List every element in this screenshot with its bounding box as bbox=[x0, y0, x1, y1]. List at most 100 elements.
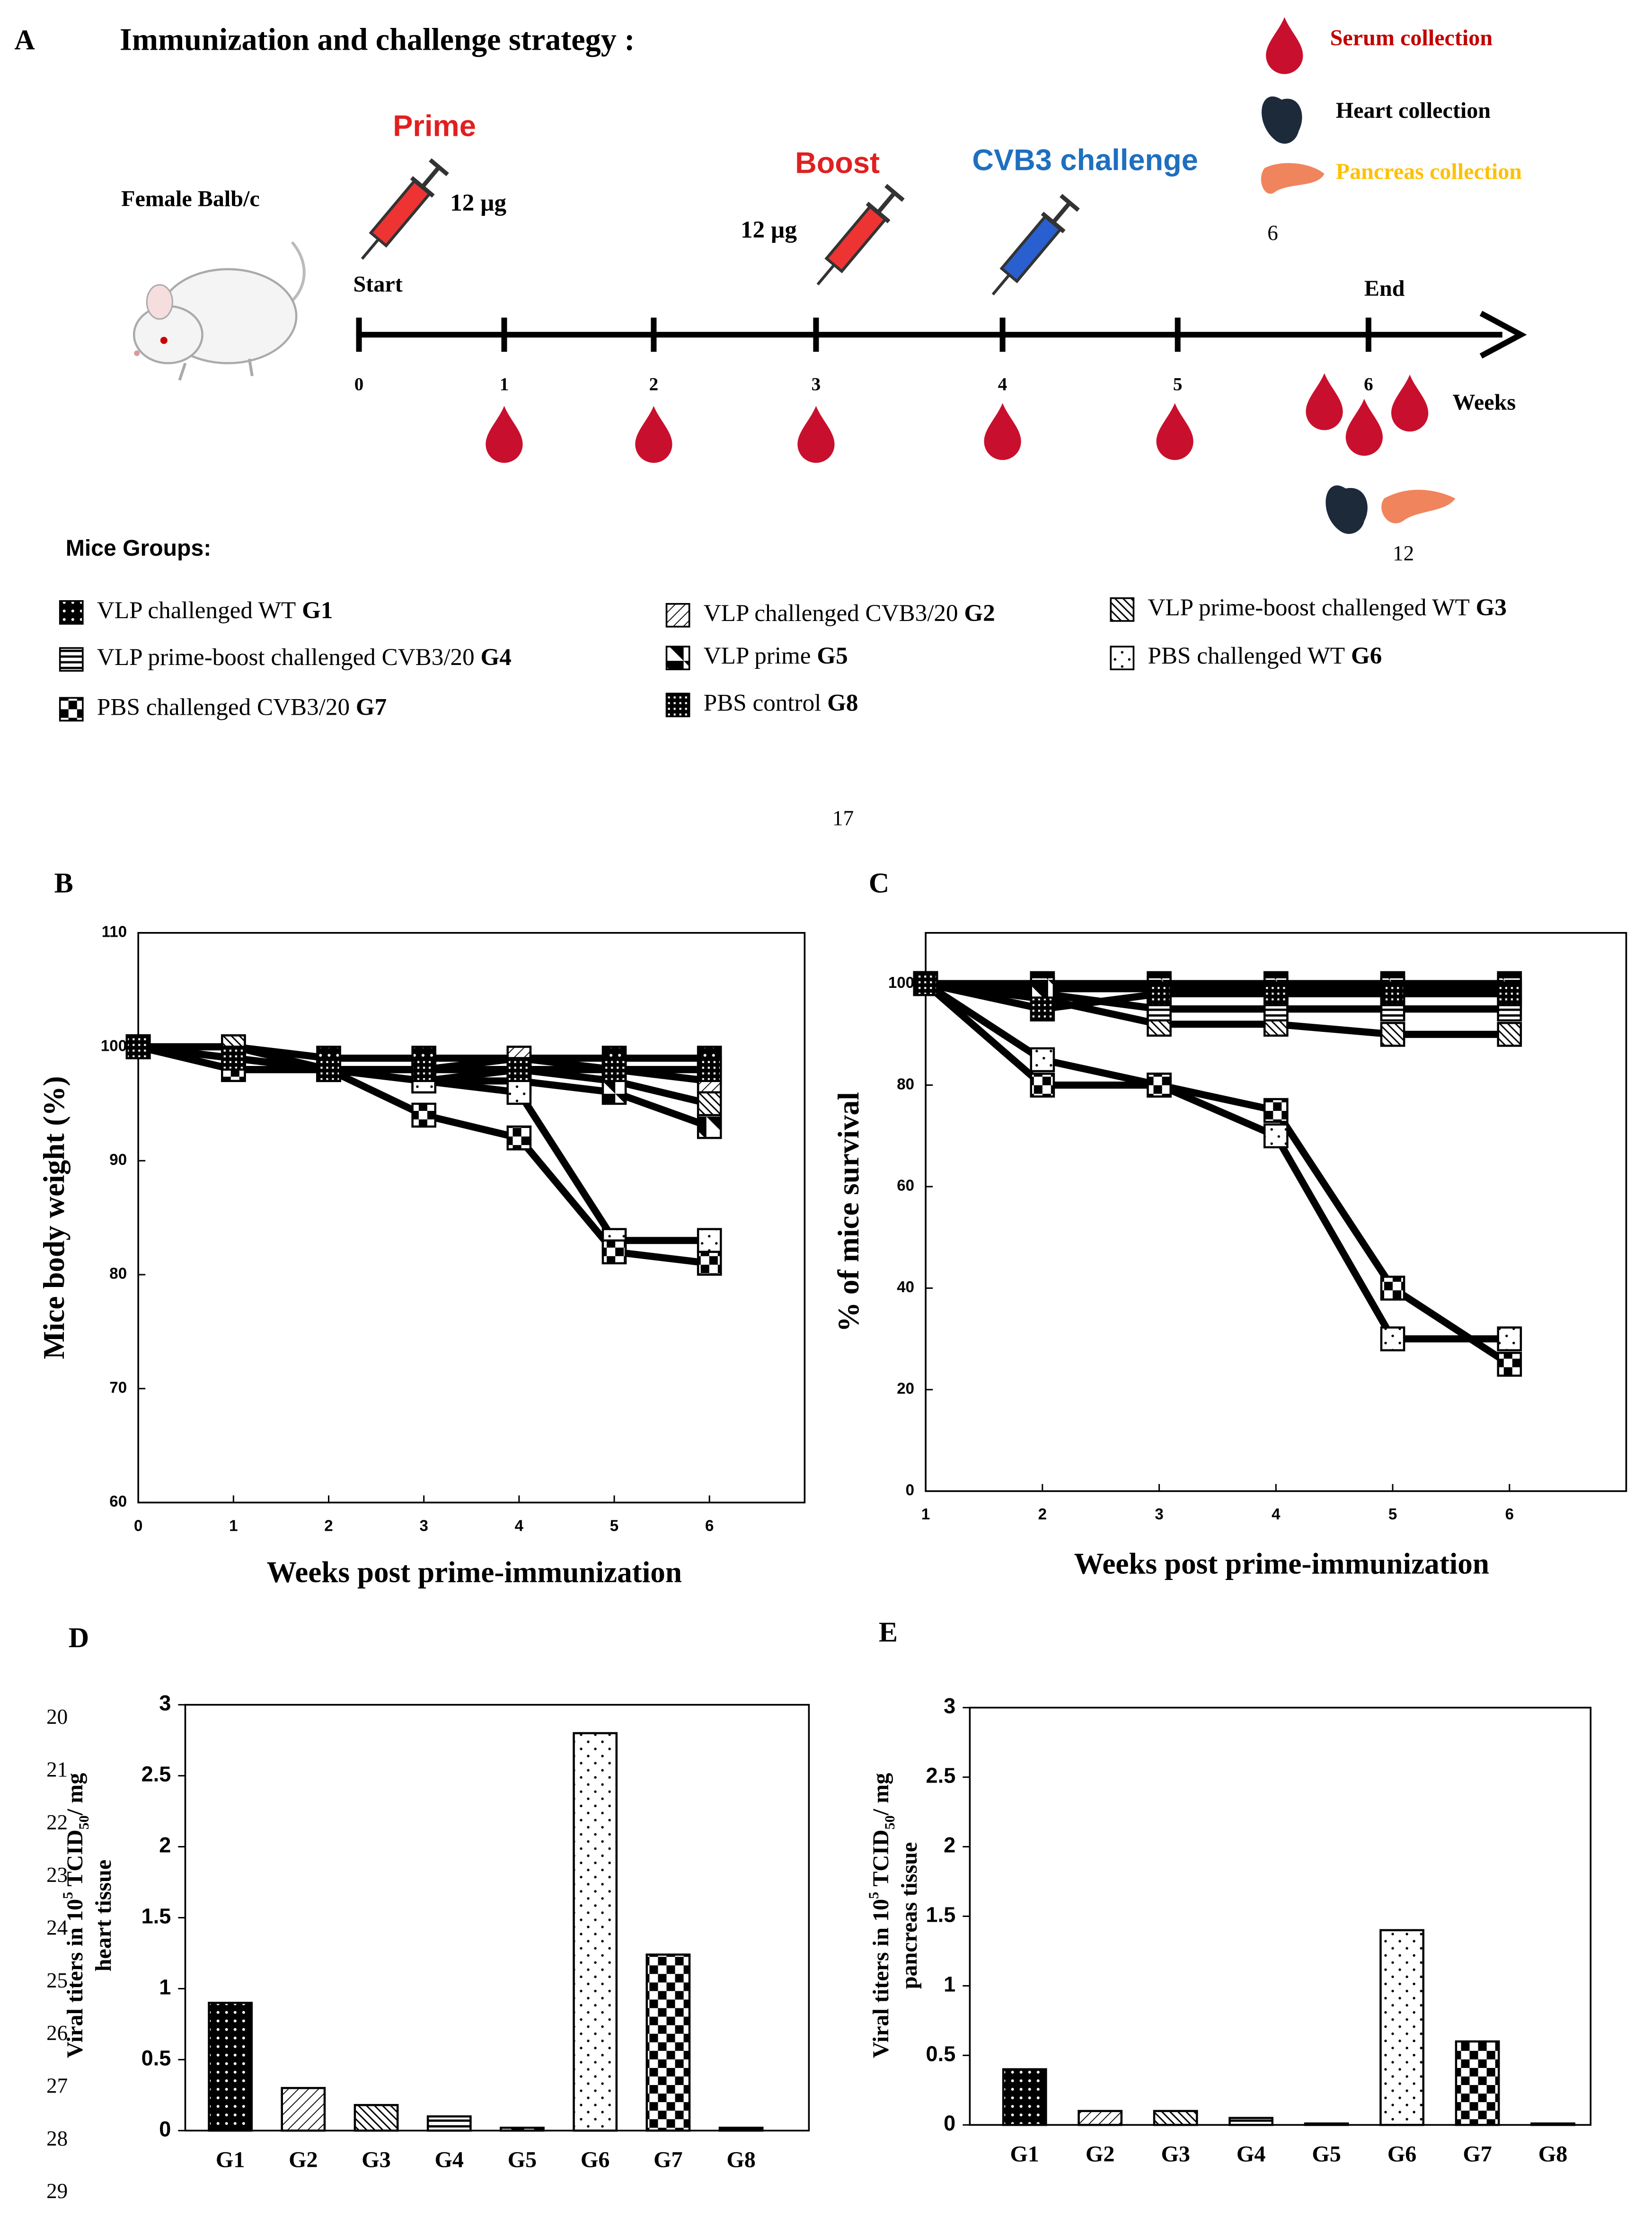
y-axis-title-part: / mg bbox=[62, 1773, 88, 1816]
x-tick-label: G2 bbox=[289, 2147, 318, 2173]
group-description: VLP challenged WT bbox=[97, 597, 296, 624]
syringe-icon bbox=[361, 158, 449, 260]
x-tick-label: G1 bbox=[1010, 2142, 1039, 2167]
point-marker bbox=[1380, 981, 1405, 1006]
x-tick-label: 6 bbox=[705, 1517, 714, 1535]
x-tick-label: 6 bbox=[1505, 1506, 1514, 1523]
line-number: 23 bbox=[46, 1863, 68, 1887]
key-label: Heart collection bbox=[1336, 98, 1491, 123]
x-tick-label: G1 bbox=[216, 2147, 245, 2173]
x-tick-label: 5 bbox=[610, 1517, 618, 1535]
x-tick-label: 4 bbox=[1272, 1506, 1281, 1523]
bar bbox=[645, 1953, 691, 2132]
blood-drop-icon bbox=[1306, 373, 1343, 430]
legend-swatch bbox=[59, 600, 84, 625]
y-axis-title-part: 5 bbox=[866, 1892, 882, 1899]
y-tick-label: 0 bbox=[944, 2111, 955, 2135]
blood-drop-icon bbox=[1345, 399, 1383, 456]
point-marker bbox=[221, 1046, 246, 1071]
weeks-label: Weeks bbox=[1452, 390, 1516, 415]
syringe-icon bbox=[991, 194, 1080, 296]
legend-label: VLP challenged CVB3/20 G2 bbox=[704, 600, 995, 627]
x-tick-label: 5 bbox=[1388, 1506, 1397, 1523]
bar bbox=[718, 2127, 764, 2132]
legend-label: VLP challenged WT G1 bbox=[97, 597, 333, 624]
y-axis-title: Mice body weight (%) bbox=[37, 1076, 71, 1359]
x-tick-label: G7 bbox=[654, 2147, 683, 2173]
legend-label: VLP prime G5 bbox=[704, 642, 848, 669]
y-tick-label: 1 bbox=[159, 1975, 171, 1999]
bar bbox=[1530, 2122, 1575, 2126]
legend-swatch bbox=[665, 603, 690, 628]
legend-swatch bbox=[59, 697, 84, 722]
start-label: Start bbox=[353, 272, 403, 297]
y-tick-label: 100 bbox=[888, 974, 914, 992]
bar bbox=[1304, 2122, 1349, 2126]
series-line bbox=[923, 981, 1511, 1367]
y-axis-title-part: TCID bbox=[62, 1829, 88, 1892]
y-tick-label: 0.5 bbox=[926, 2041, 956, 2066]
line-number: 28 bbox=[46, 2127, 68, 2150]
y-axis-title-part: 50 bbox=[76, 1815, 92, 1829]
key-label: Pancreas collection bbox=[1336, 159, 1522, 184]
line-number: 22 bbox=[46, 1810, 68, 1834]
y-tick-label: 3 bbox=[159, 1691, 171, 1715]
bar bbox=[1153, 2110, 1198, 2126]
point-marker bbox=[506, 1057, 532, 1083]
group-description: PBS control bbox=[704, 689, 822, 716]
y-axis-title: pancreas tissue bbox=[897, 1842, 922, 1989]
point-marker bbox=[411, 1102, 437, 1128]
bar bbox=[1228, 2117, 1274, 2126]
bar bbox=[1455, 2040, 1500, 2126]
group-id: G3 bbox=[1476, 594, 1507, 621]
point-marker bbox=[601, 1080, 627, 1105]
group-description: VLP prime-boost challenged WT bbox=[1148, 594, 1470, 621]
mouse-icon bbox=[133, 241, 306, 381]
point-marker bbox=[506, 1080, 532, 1105]
point-marker bbox=[1030, 1073, 1055, 1098]
y-tick-label: 20 bbox=[897, 1380, 914, 1398]
panel-label: B bbox=[54, 867, 73, 899]
x-tick-label: G5 bbox=[508, 2147, 537, 2173]
x-tick-label: 0 bbox=[134, 1517, 142, 1535]
boost-label: Boost bbox=[795, 147, 880, 180]
y-tick-label: 1.5 bbox=[141, 1904, 171, 1928]
point-marker bbox=[1497, 981, 1522, 1006]
bar bbox=[500, 2127, 545, 2132]
point-marker bbox=[1147, 981, 1172, 1006]
y-tick-label: 0 bbox=[159, 2117, 171, 2141]
y-axis-title-part: TCID bbox=[868, 1829, 893, 1892]
legend-label: VLP prime-boost challenged CVB3/20 G4 bbox=[97, 644, 512, 671]
x-tick-label: G4 bbox=[1237, 2142, 1266, 2167]
point-marker bbox=[411, 1057, 437, 1083]
y-axis-title: heart tissue bbox=[91, 1860, 116, 1972]
point-marker bbox=[1380, 1276, 1405, 1301]
key-label: Serum collection bbox=[1330, 25, 1493, 50]
point-marker bbox=[506, 1125, 532, 1151]
note: 6 bbox=[1267, 221, 1278, 245]
x-axis-title: Weeks post prime-immunization bbox=[267, 1555, 682, 1588]
page-number: 17 bbox=[832, 806, 854, 830]
y-axis-title-part: 50 bbox=[882, 1815, 898, 1829]
y-tick-label: 80 bbox=[897, 1075, 914, 1093]
legend-swatch bbox=[665, 692, 690, 718]
y-tick-label: 40 bbox=[897, 1278, 914, 1296]
group-id: G2 bbox=[964, 600, 995, 627]
point-marker bbox=[1497, 1021, 1522, 1047]
x-tick-label: G8 bbox=[1538, 2142, 1568, 2167]
x-tick-label: 2 bbox=[1038, 1506, 1047, 1523]
week-label: 0 bbox=[354, 374, 364, 394]
y-tick-label: 2.5 bbox=[141, 1762, 171, 1786]
panel-label: C bbox=[869, 867, 889, 899]
y-axis-title: % of mice survival bbox=[832, 1092, 865, 1332]
point-marker bbox=[1380, 1021, 1405, 1047]
group-description: PBS challenged CVB3/20 bbox=[97, 693, 350, 720]
legend-swatch bbox=[665, 646, 690, 670]
series-line bbox=[925, 980, 1510, 1038]
panel-label: D bbox=[69, 1622, 89, 1654]
y-tick-label: 2 bbox=[944, 1833, 955, 1857]
panel-title: Immunization and challenge strategy : bbox=[120, 22, 635, 57]
group-id: G6 bbox=[1351, 642, 1382, 669]
legend-swatch bbox=[59, 647, 84, 672]
line-number: 21 bbox=[46, 1757, 68, 1781]
